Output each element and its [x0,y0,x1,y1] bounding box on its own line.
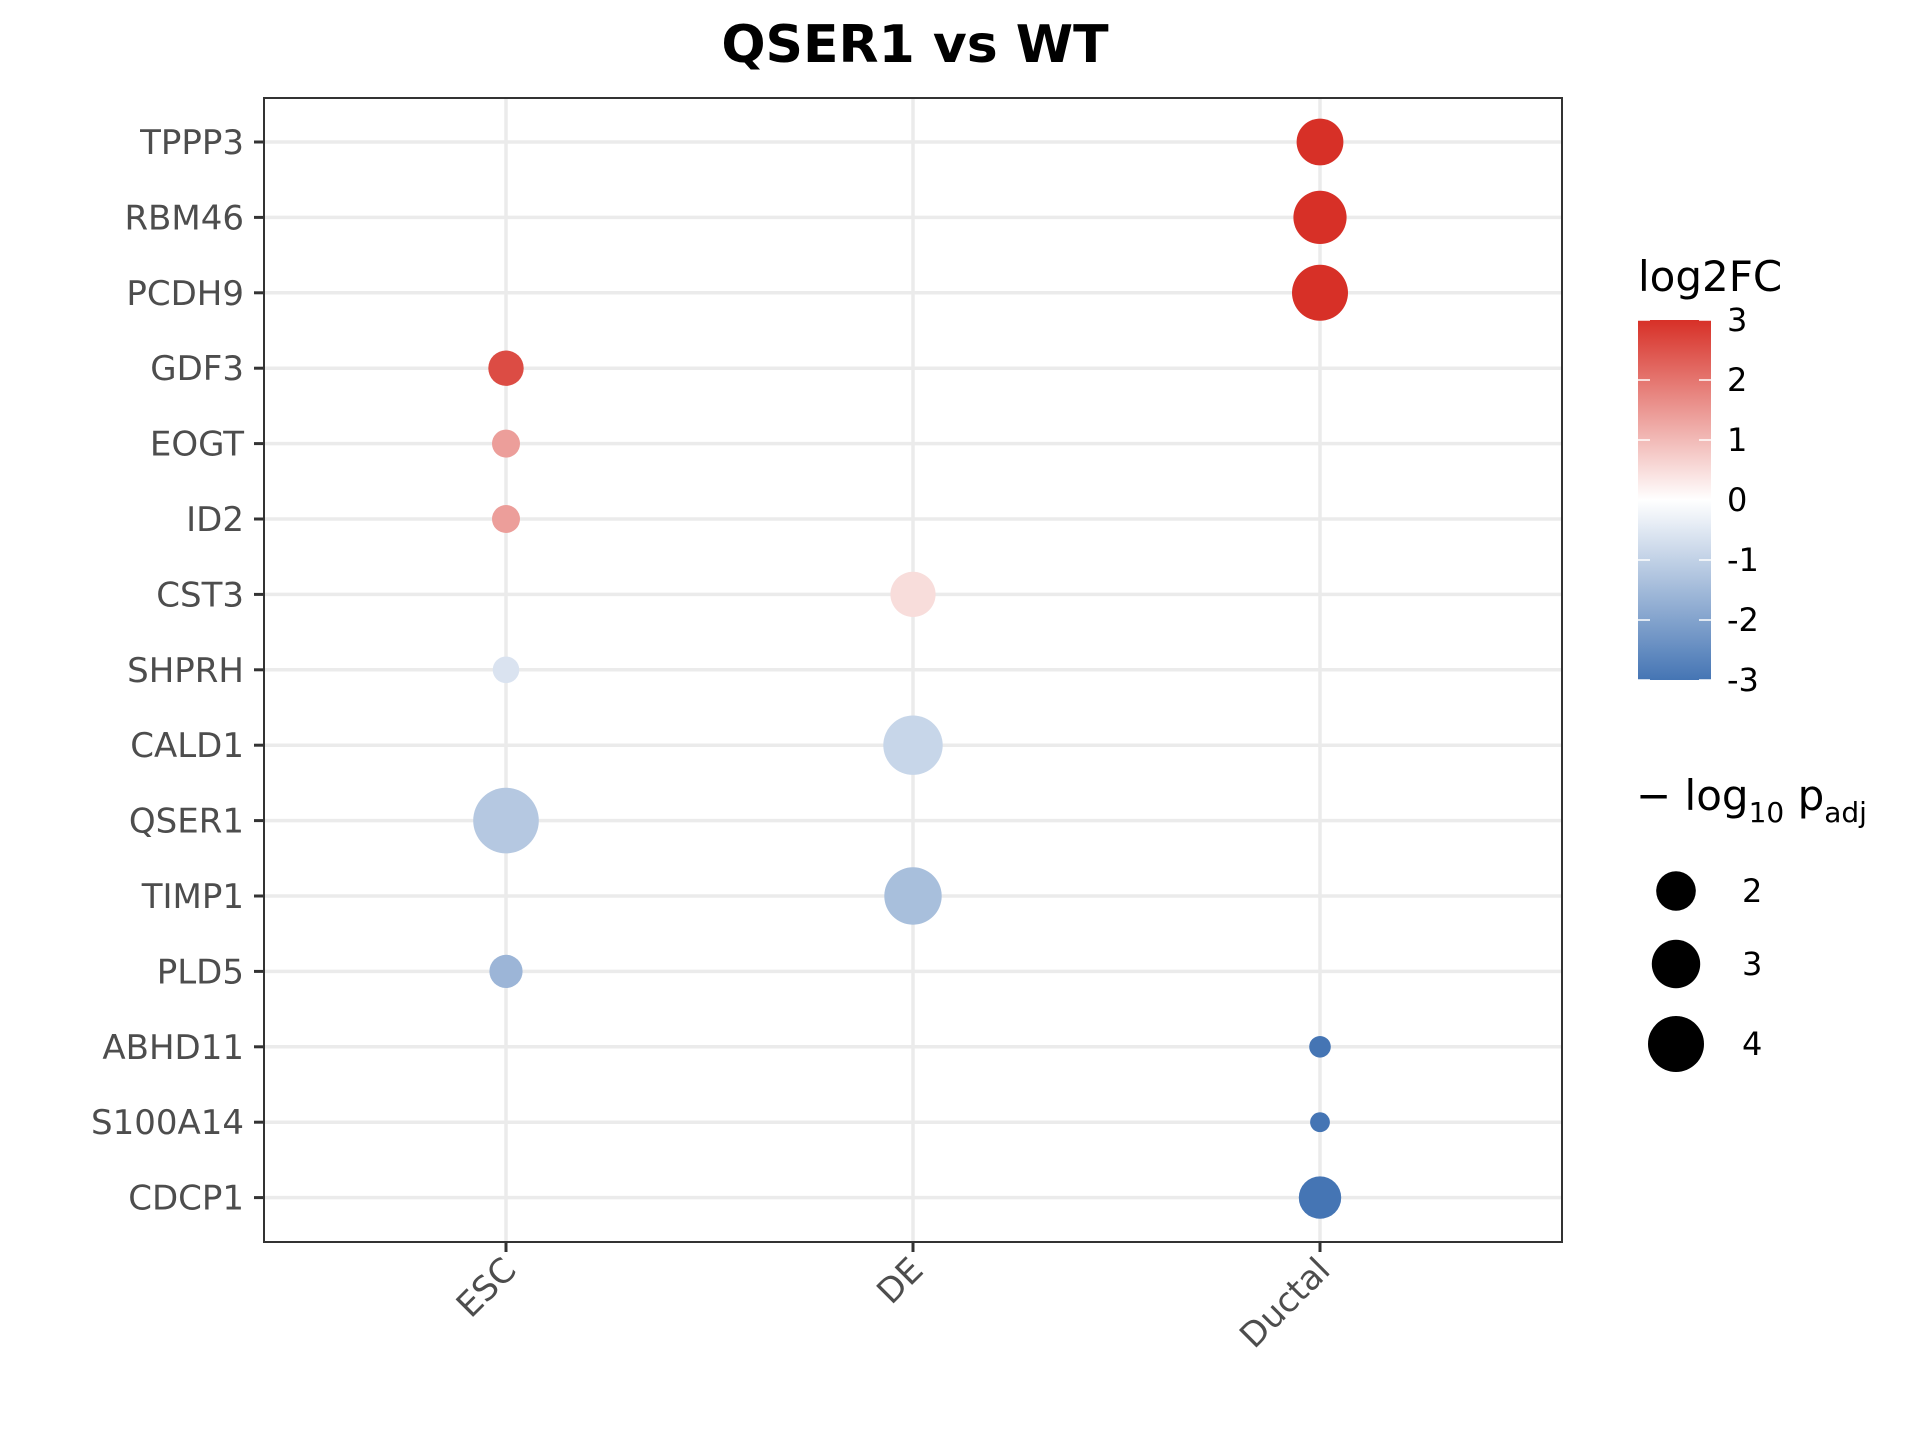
point-qser1-esc [473,787,539,854]
y-tick-label: ABHD11 [102,1028,244,1068]
point-abhd11-ductal [1309,1036,1331,1058]
size-legend-key [1651,939,1701,989]
y-tick-label: CDCP1 [128,1179,244,1219]
point-gdf3-esc [488,350,524,386]
size-legend-label: 2 [1742,872,1762,910]
y-tick-label: QSER1 [129,802,244,842]
point-pld5-esc [489,954,523,989]
point-s100a14-ductal [1310,1112,1330,1133]
colorbar-tick-label: 2 [1727,361,1747,399]
point-timp1-de [884,867,942,925]
y-tick-label: GDF3 [150,349,244,389]
size-legend-title-sub1: 10 [1749,796,1785,829]
size-legend-title-sub2: adj [1824,796,1867,829]
y-tick-label: EOGT [150,425,244,465]
size-legend-key [1648,1016,1704,1072]
size-legend-key [1656,871,1696,911]
point-eogt-esc [492,429,520,458]
size-legend-title-mid: p [1784,771,1824,820]
color-bar [1638,320,1711,680]
y-tick-label: CALD1 [130,726,244,766]
size-legend-label: 4 [1742,1025,1762,1063]
size-legend-label: 3 [1742,945,1762,983]
colorbar-tick-label: -1 [1727,541,1759,579]
y-tick-label: ID2 [186,500,244,540]
y-tick-label: CST3 [156,575,244,615]
y-tick-label: RBM46 [124,198,244,238]
size-legend: − log10 padj 2 3 4 [1636,771,1867,1072]
colorbar-tick-label: 1 [1727,421,1747,459]
point-cst3-de [890,571,936,618]
point-cald1-de [883,715,943,775]
data-points [473,118,1348,1219]
point-cdcp1-ductal [1298,1176,1342,1219]
point-shprh-esc [492,656,520,684]
y-tick-label: SHPRH [127,651,244,691]
colorbar-tick-label: 3 [1727,301,1747,339]
colorbar-tick-label: -2 [1727,601,1759,639]
chart-title: QSER1 vs WT [721,15,1109,75]
size-legend-title-main: − log [1636,771,1749,820]
y-tick-label: PLD5 [157,952,244,992]
size-legend-title: − log10 padj [1636,771,1867,829]
colorbar-tick-label: -3 [1727,661,1759,699]
y-tick-label: PCDH9 [126,274,244,314]
color-legend: log2FC 3 2 1 0 -1 -2 -3 [1638,252,1782,699]
point-rbm46-ductal [1293,190,1347,244]
colorbar-tick-label: 0 [1727,481,1747,519]
color-legend-title: log2FC [1638,252,1782,301]
point-pcdh9-ductal [1292,264,1348,321]
y-axis: TPPP3 RBM46 PCDH9 GDF3 EOGT ID2 CST3 SHPRH CALD1… [91,123,264,1219]
point-id2-esc [492,505,520,533]
point-tppp3-ductal [1296,118,1344,166]
y-tick-label: S100A14 [91,1103,244,1143]
y-tick-label: TIMP1 [141,877,244,917]
y-tick-label: TPPP3 [139,123,244,163]
